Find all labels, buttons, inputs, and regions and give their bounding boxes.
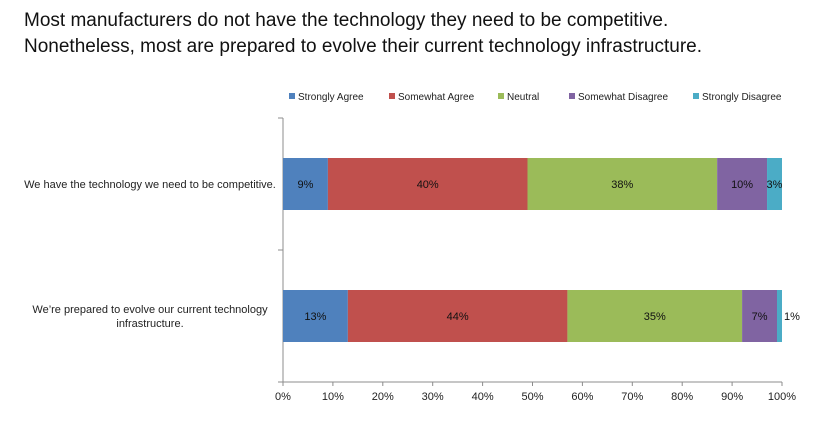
x-tick-label-6: 60% — [571, 391, 593, 403]
bar-segment-0-2 — [527, 158, 718, 210]
data-label-0-1: 40% — [417, 179, 439, 191]
legend-label-0: Strongly Agree — [298, 92, 364, 103]
legend-swatch-2 — [498, 93, 504, 99]
x-tick-label-8: 80% — [671, 391, 693, 403]
bar-segment-1-4 — [777, 290, 782, 342]
bar-segment-1-3 — [742, 290, 778, 342]
bar-segment-0-3 — [717, 158, 768, 210]
category-label-1-1: infrastructure. — [116, 318, 183, 330]
bar-segment-0-1 — [327, 158, 528, 210]
x-tick-label-0: 0% — [275, 391, 291, 403]
x-tick-label-1: 10% — [322, 391, 344, 403]
headline-line-2: Nonetheless, most are prepared to evolve… — [24, 36, 703, 57]
data-label-1-1: 44% — [447, 311, 469, 323]
data-label-0-3: 10% — [731, 179, 753, 191]
legend-swatch-3 — [569, 93, 575, 99]
bar-segment-1-1 — [347, 290, 568, 342]
legend-swatch-0 — [289, 93, 295, 99]
legend-label-1: Somewhat Agree — [398, 92, 475, 103]
category-label-0-0: We have the technology we need to be com… — [24, 179, 276, 191]
legend-label-4: Strongly Disagree — [702, 92, 782, 103]
x-tick-label-7: 70% — [621, 391, 643, 403]
x-axis: 0% 10% 20% 30% 40% 50% 60% 70% 80% 90% 100% — [275, 117, 796, 403]
legend-swatch-1 — [389, 93, 395, 99]
bar-segment-1-0 — [283, 290, 348, 342]
legend-label-2: Neutral — [507, 92, 539, 103]
data-label-1-2: 35% — [644, 311, 666, 323]
bar-segment-0-0 — [283, 158, 328, 210]
legend: Strongly Agree Somewhat Agree Neutral Somew… — [289, 92, 782, 103]
category-label-1-0: We’re prepared to evolve our current tec… — [32, 304, 268, 316]
headline: Most manufacturers do not have the techn… — [24, 8, 804, 60]
x-tick-label-9: 90% — [721, 391, 743, 403]
x-tick-label-4: 40% — [472, 391, 494, 403]
x-tick-label-3: 30% — [422, 391, 444, 403]
data-label-1-0: 13% — [304, 311, 326, 323]
data-label-1-3: 7% — [752, 311, 768, 323]
bar-segment-0-4 — [767, 158, 782, 210]
x-tick-label-2: 20% — [372, 391, 394, 403]
data-label-1-4: 1% — [784, 311, 800, 323]
legend-label-3: Somewhat Disagree — [578, 92, 668, 103]
headline-line-1: Most manufacturers do not have the techn… — [24, 10, 669, 31]
bar-segment-1-2 — [567, 290, 743, 342]
data-label-0-0: 9% — [298, 179, 314, 191]
data-label-0-4: 3% — [767, 179, 783, 191]
legend-swatch-4 — [693, 93, 699, 99]
bars: 9% 40% 38% 10% 3% 13% 44% 35% 7% 1% — [283, 158, 800, 342]
data-label-0-2: 38% — [611, 179, 633, 191]
x-tick-label-5: 50% — [521, 391, 543, 403]
category-labels: We have the technology we need to be com… — [24, 179, 276, 330]
x-tick-label-10: 100% — [768, 391, 796, 403]
